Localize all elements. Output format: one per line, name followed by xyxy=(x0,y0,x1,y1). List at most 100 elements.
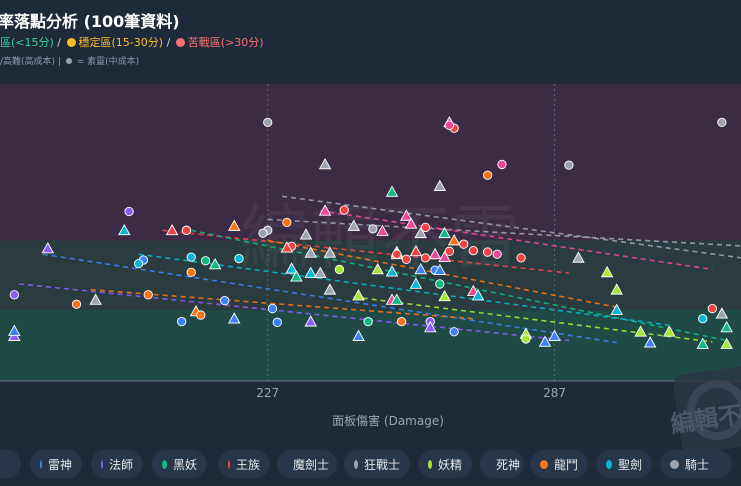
data-point[interactable] xyxy=(258,228,268,238)
data-point[interactable] xyxy=(521,334,531,344)
data-point[interactable] xyxy=(720,337,733,349)
data-point[interactable] xyxy=(414,226,427,239)
data-point[interactable] xyxy=(124,206,134,217)
legend-item[interactable]: 雷神 xyxy=(30,450,82,478)
data-point[interactable] xyxy=(208,257,222,270)
data-point[interactable] xyxy=(363,316,373,327)
data-point[interactable] xyxy=(118,223,131,236)
data-point[interactable] xyxy=(449,327,459,337)
data-point[interactable] xyxy=(564,160,574,170)
data-point[interactable] xyxy=(698,314,708,324)
data-point[interactable] xyxy=(468,245,478,256)
data-point[interactable] xyxy=(390,293,404,305)
data-point[interactable] xyxy=(459,239,469,249)
data-point[interactable] xyxy=(438,289,451,302)
data-point[interactable] xyxy=(433,263,447,276)
data-point[interactable] xyxy=(696,337,710,349)
legend-item[interactable]: 龍鬥 xyxy=(530,450,588,478)
data-point[interactable] xyxy=(220,295,230,306)
data-point[interactable] xyxy=(371,263,384,275)
data-point[interactable] xyxy=(280,241,294,253)
data-point[interactable] xyxy=(196,310,206,320)
data-point[interactable] xyxy=(323,246,337,258)
data-point[interactable] xyxy=(133,258,144,269)
data-point[interactable] xyxy=(404,217,418,229)
data-point[interactable] xyxy=(89,293,102,305)
data-point[interactable] xyxy=(482,247,493,257)
data-point[interactable] xyxy=(516,253,526,263)
legend-item[interactable]: 黑妖 xyxy=(152,450,207,478)
legend-item[interactable]: 王族 xyxy=(218,450,270,478)
data-point[interactable] xyxy=(318,204,332,216)
data-point[interactable] xyxy=(572,251,585,263)
data-point[interactable] xyxy=(717,117,727,128)
data-point[interactable] xyxy=(444,246,455,256)
legend-item[interactable]: 狂戰士 xyxy=(344,450,410,478)
data-point[interactable] xyxy=(272,317,282,327)
data-point[interactable] xyxy=(433,179,447,191)
legend-item[interactable]: 手 xyxy=(0,450,21,478)
data-point[interactable] xyxy=(352,289,365,301)
data-point[interactable] xyxy=(409,244,423,257)
data-point[interactable] xyxy=(267,303,278,314)
data-point[interactable] xyxy=(8,324,21,336)
data-point[interactable] xyxy=(610,283,623,295)
data-point[interactable] xyxy=(720,320,733,333)
data-point[interactable] xyxy=(482,170,493,180)
data-point[interactable] xyxy=(435,279,445,289)
legend-item[interactable]: 妖精 xyxy=(418,450,472,478)
data-point[interactable] xyxy=(71,299,82,309)
data-point[interactable] xyxy=(385,265,399,277)
data-point[interactable] xyxy=(282,217,292,228)
data-point[interactable] xyxy=(299,228,313,240)
data-point[interactable] xyxy=(304,315,318,327)
legend-item[interactable]: 死神 xyxy=(480,450,524,478)
data-point[interactable] xyxy=(634,325,647,337)
data-point[interactable] xyxy=(227,219,241,231)
data-point[interactable] xyxy=(423,320,437,333)
data-point[interactable] xyxy=(447,234,461,246)
data-point[interactable] xyxy=(497,159,507,170)
data-point[interactable] xyxy=(444,120,455,130)
legend-item[interactable]: 法師 xyxy=(91,450,143,478)
data-point[interactable] xyxy=(200,256,211,266)
data-point[interactable] xyxy=(352,329,365,341)
data-point[interactable] xyxy=(401,254,412,264)
data-point[interactable] xyxy=(290,270,303,282)
legend-item[interactable]: 聖劍 xyxy=(596,450,652,478)
data-point[interactable] xyxy=(385,185,399,197)
data-point[interactable] xyxy=(438,226,451,239)
data-point[interactable] xyxy=(396,316,407,327)
data-point[interactable] xyxy=(304,266,318,278)
data-point[interactable] xyxy=(538,335,552,347)
data-point[interactable] xyxy=(177,316,187,327)
legend-item[interactable]: 騎士 xyxy=(660,450,732,478)
data-point[interactable] xyxy=(643,336,657,348)
data-point[interactable] xyxy=(610,303,623,315)
data-point[interactable] xyxy=(143,290,153,300)
data-point[interactable] xyxy=(263,117,273,128)
data-point[interactable] xyxy=(347,219,361,231)
data-point[interactable] xyxy=(420,253,431,263)
data-point[interactable] xyxy=(165,223,179,236)
data-point[interactable] xyxy=(471,289,485,301)
data-point[interactable] xyxy=(438,250,451,262)
data-point[interactable] xyxy=(492,249,502,259)
data-point[interactable] xyxy=(304,246,318,258)
data-point[interactable] xyxy=(428,247,442,260)
data-point[interactable] xyxy=(227,312,241,324)
data-point[interactable] xyxy=(376,224,389,236)
data-point[interactable] xyxy=(707,303,717,314)
legend-item[interactable]: 魔劍士 xyxy=(277,450,337,478)
data-point[interactable] xyxy=(323,283,337,295)
data-point[interactable] xyxy=(9,290,19,300)
data-point[interactable] xyxy=(715,307,729,319)
data-point[interactable] xyxy=(41,242,55,254)
data-point[interactable] xyxy=(186,252,196,262)
data-point[interactable] xyxy=(414,263,427,275)
data-point[interactable] xyxy=(409,277,423,289)
data-point[interactable] xyxy=(339,205,349,215)
data-point[interactable] xyxy=(181,225,192,235)
data-point[interactable] xyxy=(234,253,244,264)
data-point[interactable] xyxy=(392,249,402,259)
